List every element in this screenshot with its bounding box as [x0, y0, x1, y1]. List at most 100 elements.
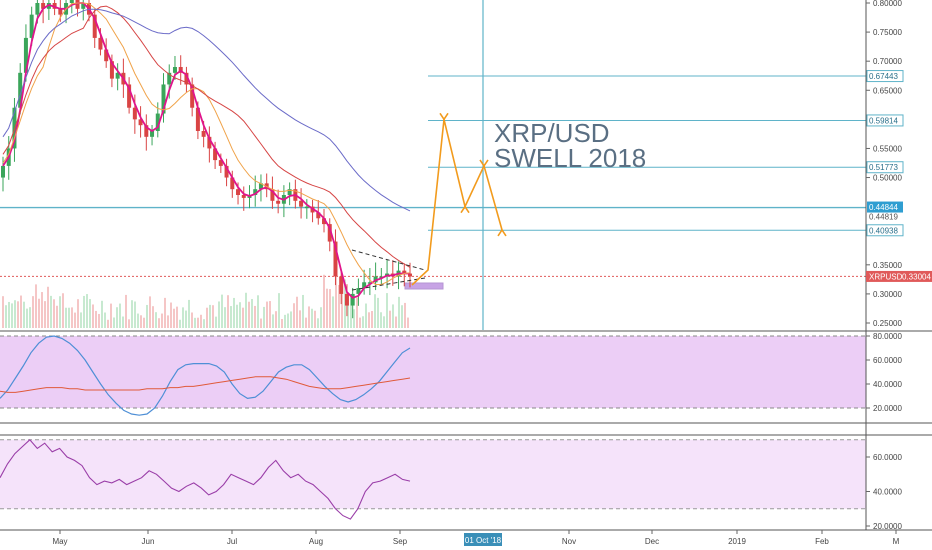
time-axis[interactable]: May Jun Jul Aug Sep Nov Dec 2019 Feb M [52, 530, 900, 546]
candle-body [408, 273, 412, 277]
ma-slow-line [2, 8, 411, 212]
level-label: 0.67443 [869, 72, 898, 81]
candle-body [344, 293, 349, 306]
stochastic-axis[interactable]: 80.0000 60.0000 40.0000 20.0000 [866, 332, 902, 413]
candle-body [224, 165, 229, 178]
time-tick-label: Nov [562, 537, 576, 546]
candle-body [299, 200, 304, 207]
volume-bar [224, 307, 226, 328]
volume-bar [146, 304, 148, 328]
candle-body [144, 125, 149, 137]
volume-bar [8, 301, 10, 328]
time-tick-label: 2019 [728, 537, 746, 546]
volume-bar [254, 305, 256, 328]
candle-body [339, 276, 344, 294]
price-tick-label: 0.35000 [873, 261, 902, 270]
volume-bar [98, 313, 100, 328]
volume-bar [263, 306, 265, 328]
stochastic-band [0, 336, 866, 408]
volume-bar [161, 313, 163, 328]
price-tick-label: 0.75000 [873, 28, 902, 37]
volume-bar [377, 297, 379, 328]
level-label-box [867, 201, 903, 213]
volume-bar [92, 304, 94, 328]
volume-bar [236, 304, 238, 328]
candle-body [218, 160, 223, 166]
candle-body [333, 241, 338, 277]
volume-bar [221, 294, 223, 328]
volume-bar [182, 307, 184, 328]
candle-body [161, 84, 166, 114]
level-label-box [866, 114, 904, 127]
volume-bar [116, 307, 118, 328]
candle-body [276, 200, 281, 204]
volume-bar [152, 306, 154, 328]
volume-bar [362, 316, 364, 328]
volume-bar [26, 308, 28, 328]
stochastic-k-line [0, 335, 411, 416]
candle-body [402, 270, 407, 274]
candle-body [327, 224, 332, 242]
volume-bar [164, 297, 166, 328]
time-tick-label: Jul [227, 537, 237, 546]
time-tick-label: Feb [815, 537, 829, 546]
rsi-tick-label: 20.0000 [873, 522, 902, 531]
candle-body [167, 72, 172, 85]
candle-body [29, 14, 34, 38]
volume-bar [5, 305, 7, 328]
price-tick-label: 0.65000 [873, 86, 902, 95]
stochastic-d-line [0, 376, 411, 393]
volume-bar [41, 292, 43, 328]
volume-bar [101, 300, 103, 328]
volume-bar [185, 310, 187, 328]
forecast-arrow-path [411, 119, 503, 286]
volume-bar [203, 319, 205, 328]
volume-bar [299, 310, 301, 328]
volume-bar [392, 304, 394, 328]
volume-bar [395, 316, 397, 328]
price-tick-label: 0.50000 [873, 174, 902, 183]
volume-bar [50, 295, 52, 328]
time-tick-label: Sep [393, 537, 408, 546]
volume-bar [59, 296, 61, 328]
candle-body [213, 148, 218, 161]
price-pane-background [0, 0, 866, 330]
volume-bar [386, 293, 388, 328]
rsi-tick-label: 40.0000 [873, 488, 902, 497]
candle-body [132, 107, 137, 120]
volume-bar [170, 302, 172, 328]
candle-body [18, 72, 23, 108]
volume-bar [266, 301, 268, 328]
level-label-box [866, 161, 904, 174]
volume-bar [155, 312, 157, 328]
candle-body [92, 14, 97, 38]
price-pane: XRP/USD SWELL 2018 [0, 0, 866, 330]
volume-bar [329, 289, 331, 328]
volume-bar [302, 294, 304, 328]
volume-bar [200, 314, 202, 328]
forecast-arrowhead [460, 205, 470, 214]
level-label: 0.44844 [869, 203, 898, 212]
candle-body [362, 282, 367, 289]
annotation-line2: SWELL 2018 [494, 143, 646, 173]
forecast-arrowhead [497, 228, 507, 237]
price-tick-label: 0.30000 [873, 290, 902, 299]
price-axis[interactable]: 0.80000 0.75000 0.70000 0.65000 0.55000 0.500… [866, 0, 902, 328]
candle-body [138, 119, 143, 126]
volume-bar [359, 317, 361, 328]
volume-bar [32, 296, 34, 328]
stochastic-tick-label: 60.0000 [873, 356, 902, 365]
rsi-pane [0, 439, 866, 520]
volume-bar [119, 303, 121, 328]
volume-bar [83, 295, 85, 328]
volume-bar [35, 284, 37, 328]
volume-bar [281, 319, 283, 328]
volume-bar [11, 303, 13, 328]
candle-body [190, 84, 195, 108]
volume-bar [2, 296, 4, 328]
rsi-axis[interactable]: 60.0000 40.0000 20.0000 [866, 453, 902, 531]
volume-bar [251, 298, 253, 328]
triangle-lower-edge [351, 277, 426, 291]
candle-body [367, 282, 372, 284]
volume-bar [215, 316, 217, 328]
